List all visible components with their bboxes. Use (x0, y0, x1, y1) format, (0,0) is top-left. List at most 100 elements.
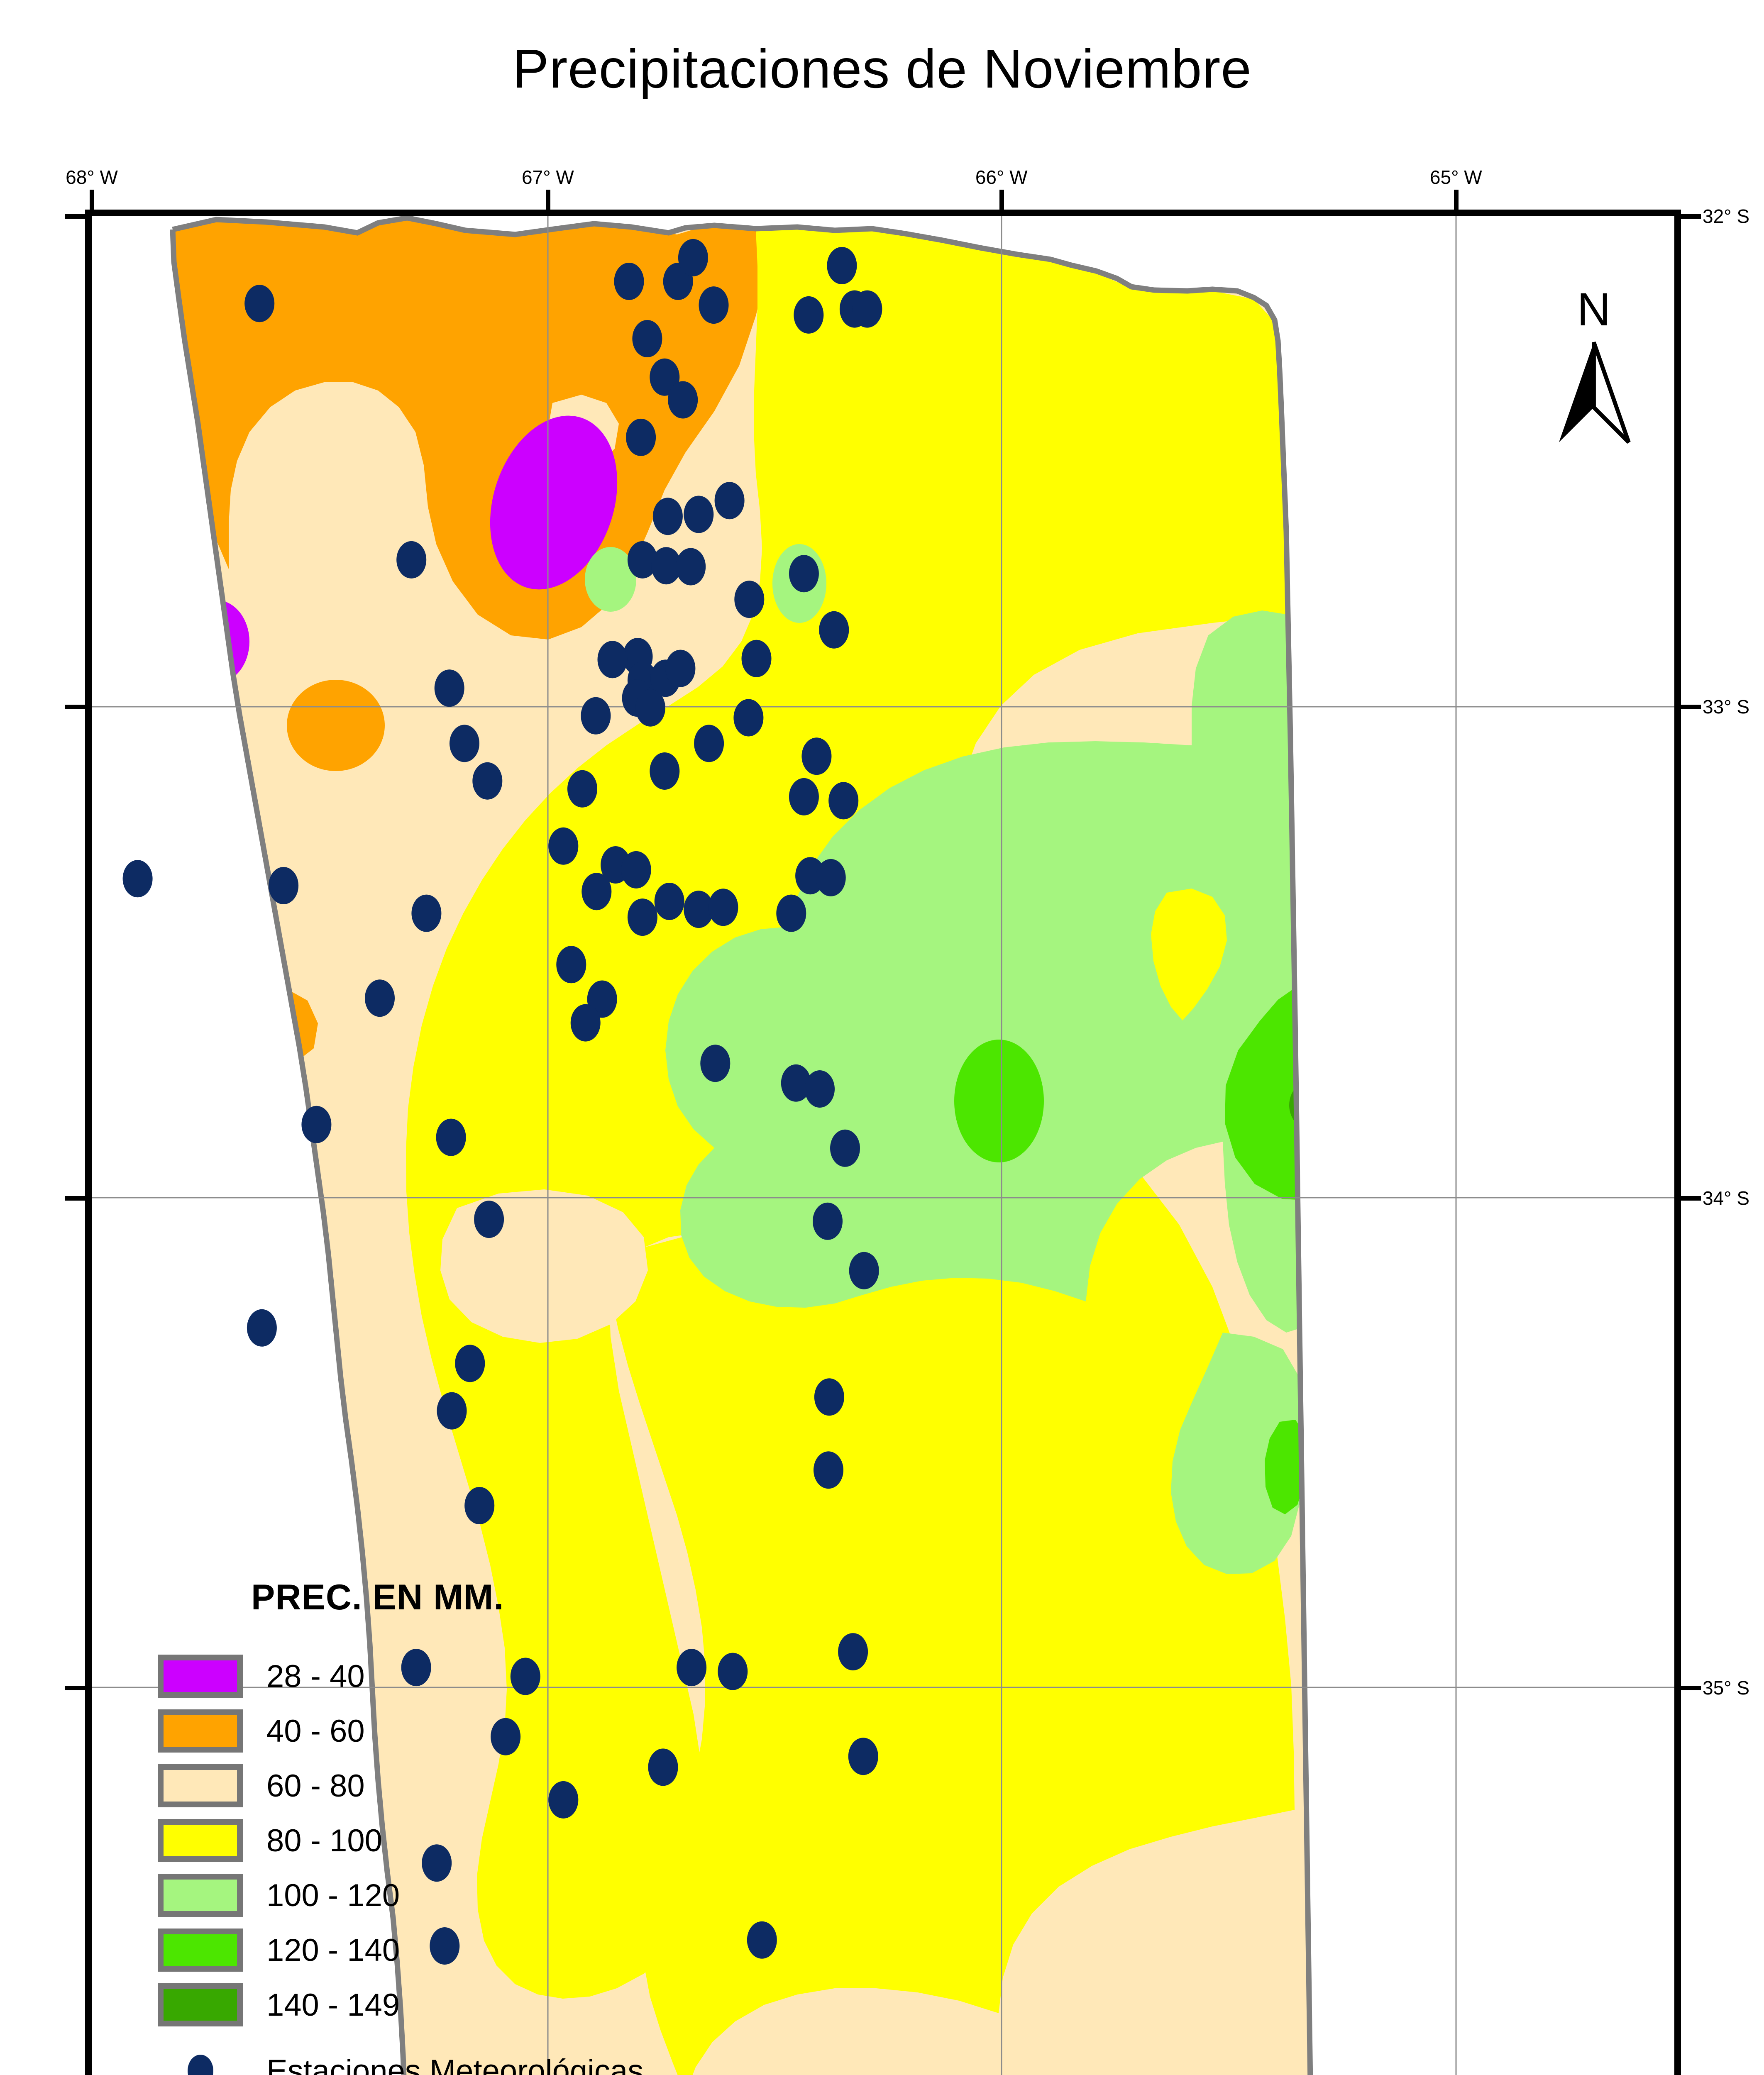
station-point[interactable] (450, 725, 479, 762)
station-point[interactable] (651, 547, 682, 585)
station-point[interactable] (396, 541, 427, 579)
station-point[interactable] (838, 1633, 868, 1671)
station-point[interactable] (244, 285, 275, 322)
station-point[interactable] (652, 498, 683, 535)
station-point[interactable] (714, 482, 745, 520)
station-point[interactable] (510, 1658, 540, 1695)
station-point[interactable] (654, 883, 684, 920)
north-arrow: N (1536, 286, 1652, 452)
station-point[interactable] (816, 859, 846, 896)
station-point[interactable] (694, 725, 724, 762)
station-point[interactable] (718, 1653, 748, 1690)
station-point[interactable] (814, 1378, 844, 1416)
station-point[interactable] (570, 1004, 601, 1042)
station-point[interactable] (708, 889, 738, 926)
station-point[interactable] (650, 358, 680, 396)
station-point[interactable] (734, 581, 765, 618)
station-point[interactable] (434, 669, 464, 707)
map-frame (85, 210, 1681, 2075)
station-point[interactable] (556, 946, 586, 984)
station-point[interactable] (627, 898, 657, 936)
station-point[interactable] (781, 1064, 811, 1102)
station-point[interactable] (365, 979, 395, 1017)
station-point[interactable] (455, 1345, 485, 1382)
station-point[interactable] (437, 1392, 467, 1430)
station-point[interactable] (849, 1252, 879, 1289)
station-point[interactable] (684, 496, 714, 533)
stations-layer[interactable] (122, 239, 882, 1965)
latitude-tick-3 (1681, 1685, 1701, 1690)
station-point[interactable] (813, 1202, 843, 1240)
station-point[interactable] (247, 1309, 277, 1347)
legend-row-140-149[interactable]: 140 - 149 (158, 1977, 697, 2032)
station-point[interactable] (794, 296, 824, 334)
station-point[interactable] (548, 827, 579, 865)
station-point[interactable] (627, 541, 657, 579)
precip-island-80-100 (1151, 889, 1227, 1020)
station-point[interactable] (819, 611, 849, 649)
station-point[interactable] (626, 418, 656, 456)
station-point[interactable] (665, 649, 696, 687)
station-point[interactable] (814, 1451, 843, 1489)
station-point[interactable] (635, 689, 665, 727)
station-point[interactable] (747, 1921, 777, 1959)
legend-row-28-40[interactable]: 28 - 40 (158, 1649, 697, 1704)
latitude-label-3: 35° S (1703, 1677, 1750, 1699)
legend-row-100-120[interactable]: 100 - 120 (158, 1868, 697, 1923)
legend-row-80-100[interactable]: 80 - 100 (158, 1813, 697, 1868)
station-point[interactable] (678, 239, 708, 276)
station-point[interactable] (827, 247, 857, 284)
station-point[interactable] (776, 894, 806, 932)
station-point[interactable] (597, 641, 628, 679)
precip-band-120-140-core-west (954, 1040, 1044, 1162)
station-point[interactable] (430, 1927, 460, 1965)
station-point[interactable] (474, 1201, 504, 1238)
station-point[interactable] (567, 770, 597, 808)
station-point[interactable] (621, 851, 651, 889)
legend-label-3: 80 - 100 (266, 1823, 382, 1858)
map-canvas[interactable] (92, 216, 1674, 2075)
station-point[interactable] (581, 697, 611, 735)
station-point[interactable] (733, 699, 764, 737)
station-point[interactable] (848, 1738, 878, 1775)
station-point[interactable] (632, 320, 662, 357)
legend-row-40-60[interactable]: 40 - 60 (158, 1704, 697, 1758)
latitude-tick-left-1 (65, 705, 85, 710)
precip-band-100-120-blob1 (585, 547, 636, 612)
station-point[interactable] (401, 1649, 431, 1687)
legend-row-120-140[interactable]: 120 - 140 (158, 1923, 697, 1977)
station-point[interactable] (472, 762, 503, 800)
station-point[interactable] (650, 752, 680, 790)
station-point[interactable] (548, 1781, 579, 1819)
station-point[interactable] (122, 860, 153, 898)
latitude-label-2: 34° S (1703, 1187, 1750, 1209)
station-point[interactable] (668, 381, 698, 419)
station-point[interactable] (699, 286, 729, 324)
latitude-tick-1 (1681, 705, 1701, 710)
station-point[interactable] (801, 737, 832, 775)
station-point[interactable] (684, 891, 714, 928)
station-point[interactable] (830, 1129, 860, 1167)
legend-row-60-80[interactable]: 60 - 80 (158, 1758, 697, 1813)
station-point[interactable] (805, 1070, 835, 1108)
station-point[interactable] (700, 1045, 731, 1082)
longitude-tick-1 (545, 190, 550, 210)
station-point[interactable] (436, 1118, 466, 1156)
station-point[interactable] (269, 867, 299, 904)
province-boundary-east (172, 216, 1313, 2075)
station-point[interactable] (789, 778, 819, 815)
station-point[interactable] (422, 1844, 452, 1882)
station-point[interactable] (491, 1718, 521, 1755)
station-point[interactable] (741, 640, 772, 677)
station-point[interactable] (828, 782, 859, 820)
station-point[interactable] (676, 548, 706, 586)
station-point[interactable] (677, 1649, 707, 1687)
station-point[interactable] (648, 1748, 678, 1786)
station-point[interactable] (789, 555, 819, 593)
station-point[interactable] (411, 894, 442, 932)
station-point[interactable] (852, 290, 882, 328)
station-point[interactable] (614, 263, 644, 300)
station-point[interactable] (464, 1487, 495, 1524)
station-point[interactable] (301, 1106, 332, 1143)
station-point[interactable] (581, 873, 612, 911)
